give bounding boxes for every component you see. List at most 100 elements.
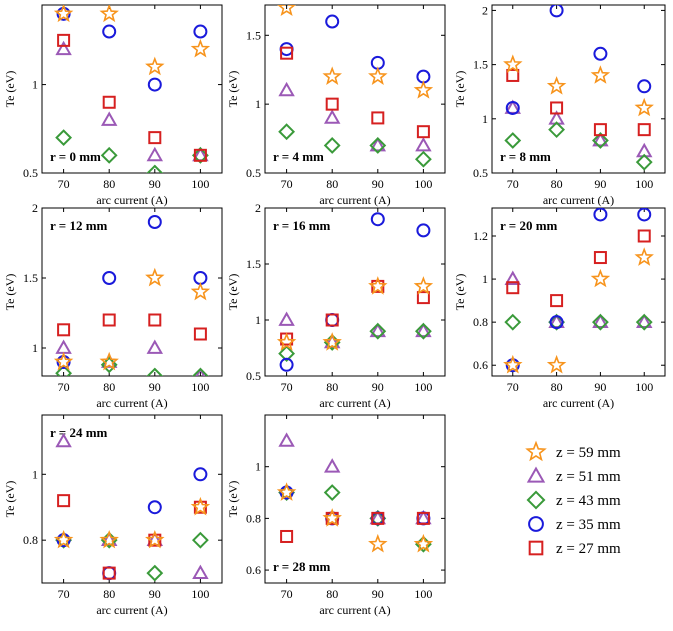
marker-z35 [193, 467, 208, 482]
x-tick-label: 100 [414, 380, 432, 394]
panel-3: 0.5 1 1.5 2 70 80 90 100 arc current (A) Te (eV) r… [453, 3, 666, 207]
marker-z27 [57, 494, 71, 508]
x-tick-label: 70 [58, 587, 70, 601]
marker-z59 [190, 281, 211, 301]
marker-z59 [99, 351, 119, 371]
panel-title: r = 24 mm [50, 425, 108, 440]
plot-frame [41, 207, 223, 377]
y-axis-label: Te (eV) [226, 71, 240, 108]
x-tick-label: 100 [191, 380, 209, 394]
y-tick-label: 2 [482, 3, 488, 17]
y-axis-label: Te (eV) [3, 274, 17, 311]
x-tick-label: 80 [326, 587, 338, 601]
marker-z43 [191, 367, 209, 376]
panel-title: r = 20 mm [500, 218, 558, 233]
legend-marker-z35 [528, 516, 544, 532]
x-tick-label: 80 [326, 177, 338, 191]
legend-item-z35: z = 35 mm [528, 516, 621, 533]
marker-z51 [100, 111, 118, 126]
y-tick-label: 0.8 [23, 533, 38, 547]
marker-z27 [193, 327, 207, 341]
x-tick-label: 70 [281, 587, 293, 601]
marker-z27 [550, 101, 564, 115]
marker-z51 [55, 432, 72, 448]
marker-z51 [369, 136, 387, 152]
marker-z51 [192, 564, 209, 579]
marker-z43 [278, 345, 296, 363]
x-tick-label: 70 [281, 380, 293, 394]
x-axis-label: arc current (A) [96, 396, 167, 410]
x-axis-label: arc current (A) [319, 396, 390, 410]
panel-title: r = 16 mm [273, 218, 331, 233]
x-tick-label: 90 [372, 380, 384, 394]
marker-z51 [504, 270, 521, 285]
marker-z59 [546, 354, 567, 374]
marker-z59 [503, 354, 523, 374]
marker-z35 [637, 208, 652, 222]
y-axis-label: Te (eV) [453, 71, 467, 108]
x-axis-label: arc current (A) [543, 396, 614, 410]
marker-z43 [146, 367, 164, 376]
marker-z27 [193, 148, 207, 162]
x-tick-label: 80 [551, 177, 563, 191]
panel-2: 0.5 1 1.5 70 80 90 100 arc current (A) Te (eV) r … [226, 4, 446, 207]
marker-z43 [548, 121, 566, 139]
marker-z27 [102, 566, 116, 580]
marker-z27 [416, 511, 430, 525]
marker-z43 [146, 164, 164, 173]
legend-label: z = 59 mm [556, 445, 621, 461]
x-axis-label: arc current (A) [96, 603, 167, 617]
x-axis-label: arc current (A) [319, 193, 390, 207]
x-tick-label: 80 [103, 177, 115, 191]
marker-z27 [148, 131, 162, 145]
marker-z43 [146, 564, 164, 582]
x-tick-label: 80 [551, 380, 563, 394]
marker-z59 [99, 5, 119, 23]
x-axis-label: arc current (A) [543, 193, 614, 207]
x-tick-label: 90 [149, 380, 161, 394]
marker-z51 [504, 99, 521, 114]
y-tick-label: 1 [255, 313, 261, 327]
x-tick-label: 80 [103, 587, 115, 601]
legend-label: z = 43 mm [556, 493, 621, 509]
marker-z35 [193, 24, 208, 39]
marker-z35 [279, 357, 294, 372]
marker-z51 [146, 146, 164, 162]
marker-z27 [280, 529, 294, 543]
legend-item-z43: z = 43 mm [526, 490, 621, 510]
x-tick-label: 70 [507, 177, 519, 191]
legend-item-z51: z = 51 mm [526, 466, 621, 485]
marker-z51 [592, 313, 609, 329]
marker-z51 [636, 313, 653, 329]
marker-z51 [278, 81, 295, 97]
y-tick-label: 2 [32, 201, 38, 215]
marker-z59 [190, 38, 211, 58]
plot-frame [264, 207, 446, 377]
x-tick-label: 70 [58, 380, 70, 394]
marker-z51 [369, 322, 387, 338]
marker-z35 [549, 315, 564, 330]
legend-marker-z27 [528, 540, 544, 556]
x-tick-label: 90 [372, 177, 384, 191]
y-tick-label: 1 [482, 112, 488, 126]
x-axis-label: arc current (A) [319, 603, 390, 617]
y-tick-label: 1 [255, 97, 261, 111]
marker-z59 [145, 529, 165, 549]
y-axis-label: Te (eV) [3, 481, 17, 518]
marker-z59 [276, 332, 297, 351]
marker-z43 [191, 531, 209, 549]
marker-z27 [593, 251, 607, 265]
panel-title: r = 8 mm [500, 149, 551, 164]
marker-z51 [323, 109, 341, 124]
marker-z59 [368, 66, 388, 85]
markers [277, 5, 434, 168]
y-axis-label: Te (eV) [453, 274, 467, 311]
markers [53, 432, 211, 582]
marker-z43 [635, 153, 653, 171]
marker-z51 [548, 313, 565, 329]
marker-z27 [506, 281, 520, 295]
marker-z27 [325, 313, 339, 327]
marker-z59 [53, 351, 74, 371]
markers [276, 432, 434, 553]
x-axis-label: arc current (A) [96, 193, 167, 207]
